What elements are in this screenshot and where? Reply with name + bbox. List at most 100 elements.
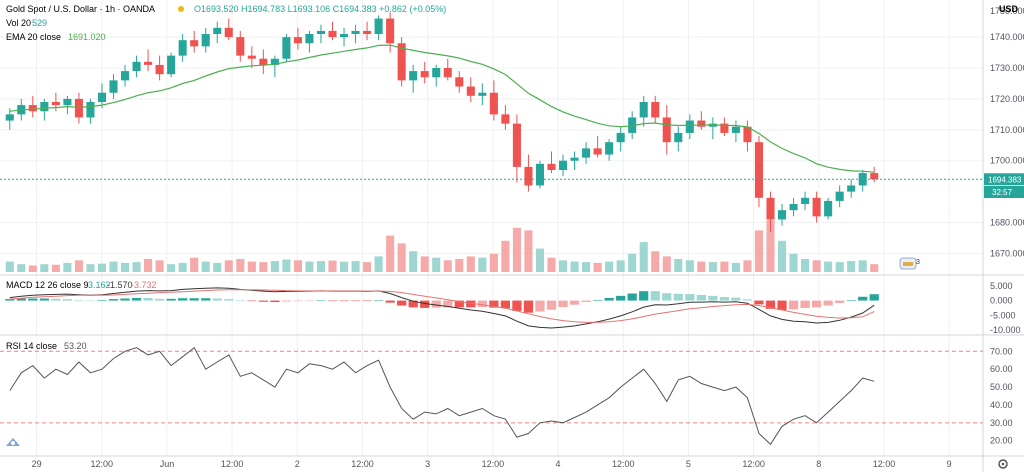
macd-pane [5, 287, 879, 329]
candle-body [697, 120, 706, 127]
macd-histogram-bar [523, 300, 534, 313]
candle-body [674, 132, 683, 143]
volume-value: 529 [32, 18, 47, 28]
macd-histogram-bar [765, 300, 776, 309]
volume-bar [743, 260, 752, 272]
macd-histogram-bar [466, 300, 476, 308]
candle-body [178, 40, 187, 56]
main-legend: Gold Spot / U.S. Dollar · 1h · OANDA O16… [6, 4, 1019, 42]
macd-tick-label: 5.000 [990, 281, 1013, 291]
macd-histogram-bar [51, 298, 61, 301]
volume-bar [455, 259, 464, 272]
volume-bar [316, 261, 326, 272]
macd-histogram-bar [281, 300, 292, 302]
macd-histogram-bar [212, 298, 222, 301]
volume-bar [247, 261, 256, 272]
price-tick-label: 1700.000 [990, 156, 1024, 166]
macd-histogram-bar [454, 300, 464, 308]
volume-bar [5, 261, 14, 272]
candle-body [455, 77, 464, 87]
candle-body [293, 37, 302, 44]
volume-bar [524, 230, 533, 272]
rsi-pane [0, 346, 983, 446]
candle-body [247, 55, 256, 59]
macd-histogram-bar [39, 298, 49, 301]
candle-body [616, 132, 625, 143]
macd-histogram-bar [270, 300, 280, 303]
macd-histogram-bar [558, 300, 568, 308]
candle-body [109, 80, 118, 93]
macd-histogram-bar [477, 300, 487, 308]
macd-legend: MACD 12 26 close 9 3.162 -1.570 -3.732 [6, 280, 157, 290]
market-status-icon [178, 6, 184, 12]
currency-label[interactable]: USD [999, 4, 1019, 14]
candle-body [720, 123, 729, 133]
candle-body [259, 58, 268, 65]
candle-body [512, 123, 521, 167]
volume-bar [801, 259, 810, 272]
price-tick-label: 1750.000 [990, 6, 1024, 16]
candle-body [167, 55, 176, 75]
rsi-line [9, 346, 875, 446]
volume-bar [478, 257, 487, 272]
candle-body [316, 30, 326, 34]
volume-bar [812, 260, 821, 272]
event-badge[interactable]: 3 [899, 257, 920, 270]
macd-histogram-bar [97, 299, 107, 301]
macd-histogram-bar [189, 298, 199, 301]
candle-body [489, 92, 498, 115]
candle-body [570, 157, 579, 161]
volume-bar [132, 262, 141, 272]
volume-bar [466, 256, 475, 272]
macd-histogram-bar [16, 298, 26, 301]
macd-histogram-bar [258, 300, 268, 302]
candle-body [351, 30, 360, 34]
candle-body [86, 102, 95, 118]
candle-body [97, 92, 107, 102]
candle-body [374, 18, 383, 34]
volume-bar [501, 240, 510, 272]
volume-bar [870, 264, 879, 272]
macd-histogram-bar [673, 293, 683, 301]
volume-bar [40, 264, 49, 272]
macd-histogram-bar [166, 298, 176, 301]
macd-tick-label: -5.000 [990, 310, 1016, 320]
macd-histogram-bar [178, 298, 188, 301]
macd-histogram-bar [869, 294, 879, 301]
volume-bar [432, 257, 441, 272]
volume-bar [535, 248, 545, 272]
price-tick-label: 1670.000 [990, 248, 1024, 258]
time-tick-label: 12:00 [221, 459, 244, 469]
macd-signal-value: -3.732 [131, 280, 157, 290]
candle-body [605, 142, 614, 155]
macd-histogram-bar [373, 300, 384, 301]
volume-bar [224, 260, 233, 272]
candle-body [328, 30, 337, 38]
macd-histogram-bar [788, 300, 799, 310]
settings-gear-icon[interactable] [998, 459, 1008, 469]
last-price-tag: 1694.383 32:57 [984, 173, 1024, 198]
candle-body [731, 126, 740, 133]
volume-bar [420, 256, 429, 272]
macd-histogram-bar [546, 300, 557, 310]
candle-body [270, 58, 279, 65]
volume-bar [305, 261, 314, 272]
candle-body [651, 102, 660, 118]
volume-bar [328, 260, 337, 272]
macd-histogram-bar [74, 299, 84, 301]
time-tick-label: 12:00 [351, 459, 374, 469]
candle-body [801, 197, 810, 204]
macd-histogram-bar [604, 297, 614, 301]
volume-bar [293, 260, 302, 272]
candle-body [132, 61, 141, 72]
macd-histogram-bar [293, 300, 303, 302]
volume-bar [443, 260, 452, 272]
candle-body [777, 210, 787, 220]
rsi-value: 53.20 [64, 341, 87, 351]
volume-bar [639, 242, 648, 272]
candle-body [397, 43, 406, 81]
volume-bar [28, 265, 37, 272]
volume-bar [213, 262, 222, 272]
macd-histogram-bar [350, 300, 361, 302]
